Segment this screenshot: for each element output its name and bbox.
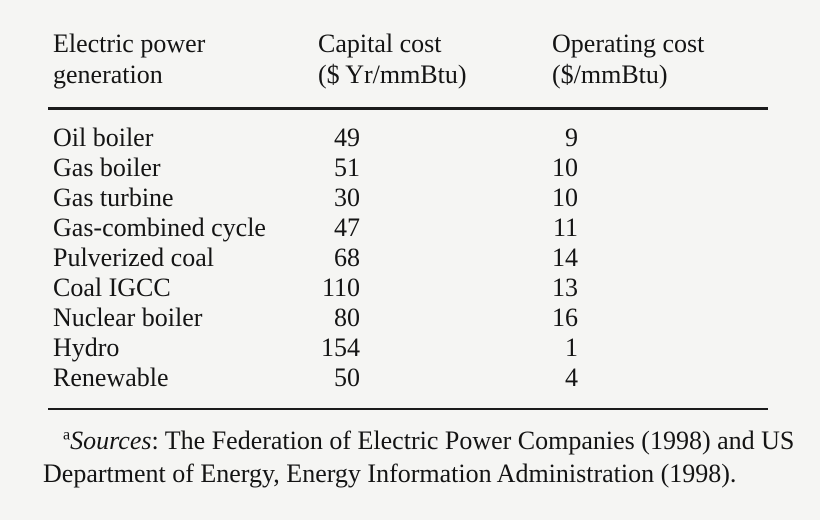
table-footnote: aSources: The Federation of Electric Pow…	[43, 424, 803, 490]
row-label: Hydro	[53, 332, 120, 362]
operating-cost-value: 14	[552, 242, 578, 272]
footnote-line-1: aSources: The Federation of Electric Pow…	[43, 424, 803, 457]
table-row: Renewable 50 4	[48, 363, 768, 393]
row-label: Nuclear boiler	[53, 302, 203, 332]
footnote-text-line-1: : The Federation of Electric Power Compa…	[151, 426, 795, 455]
capital-cost-value: 49	[334, 122, 360, 152]
capital-cost-value: 154	[321, 332, 360, 362]
row-label: Gas turbine	[53, 182, 174, 212]
capital-cost-value: 30	[334, 182, 360, 212]
header-rule	[48, 107, 768, 110]
capital-cost-value: 110	[321, 272, 360, 302]
operating-cost-value: 10	[552, 152, 578, 182]
bottom-rule	[48, 407, 768, 410]
col-header-capital-cost: Capital cost ($ Yr/mmBtu)	[318, 28, 552, 90]
col-header-operating-cost: Operating cost ($/mmBtu)	[552, 28, 768, 90]
table-row: Oil boiler 49 9	[48, 123, 768, 153]
footnote-text-line-2: Department of Energy, Energy Information…	[43, 459, 737, 488]
table-body: Oil boiler 49 9 Gas boiler 51 10 Gas tur…	[48, 110, 768, 408]
capital-cost-value: 47	[334, 212, 360, 242]
cost-table: Electric power generation Capital cost (…	[43, 0, 794, 490]
header-line: generation	[53, 60, 163, 89]
row-label: Coal IGCC	[53, 272, 171, 302]
row-label: Gas boiler	[53, 152, 161, 182]
capital-cost-value: 68	[334, 242, 360, 272]
table-row: Pulverized coal 68 14	[48, 243, 768, 273]
row-label: Renewable	[53, 362, 169, 392]
table-row: Gas turbine 30 10	[48, 183, 768, 213]
header-line: ($ Yr/mmBtu)	[318, 60, 467, 89]
table-row: Gas boiler 51 10	[48, 153, 768, 183]
capital-cost-value: 51	[334, 152, 360, 182]
col-header-electric-power-generation: Electric power generation	[48, 28, 318, 90]
header-line: Capital cost	[318, 29, 442, 58]
header-line: ($/mmBtu)	[552, 60, 668, 89]
capital-cost-value: 80	[334, 302, 360, 332]
operating-cost-value: 1	[565, 332, 578, 362]
table-row: Nuclear boiler 80 16	[48, 303, 768, 333]
table-row: Hydro 154 1	[48, 333, 768, 363]
row-label: Gas-combined cycle	[53, 212, 266, 242]
header-line: Electric power	[53, 29, 206, 58]
capital-cost-value: 50	[334, 362, 360, 392]
footnote-sources-label: Sources	[70, 426, 152, 455]
row-label: Pulverized coal	[53, 242, 214, 272]
row-label: Oil boiler	[53, 122, 154, 152]
operating-cost-value: 16	[552, 302, 578, 332]
operating-cost-value: 4	[565, 362, 578, 392]
table-row: Coal IGCC 110 13	[48, 273, 768, 303]
table-header-row: Electric power generation Capital cost (…	[48, 0, 768, 107]
table-row: Gas-combined cycle 47 11	[48, 213, 768, 243]
operating-cost-value: 11	[552, 212, 578, 242]
operating-cost-value: 13	[552, 272, 578, 302]
footnote-marker: a	[63, 426, 71, 444]
operating-cost-value: 9	[565, 122, 578, 152]
operating-cost-value: 10	[552, 182, 578, 212]
header-line: Operating cost	[552, 29, 705, 58]
